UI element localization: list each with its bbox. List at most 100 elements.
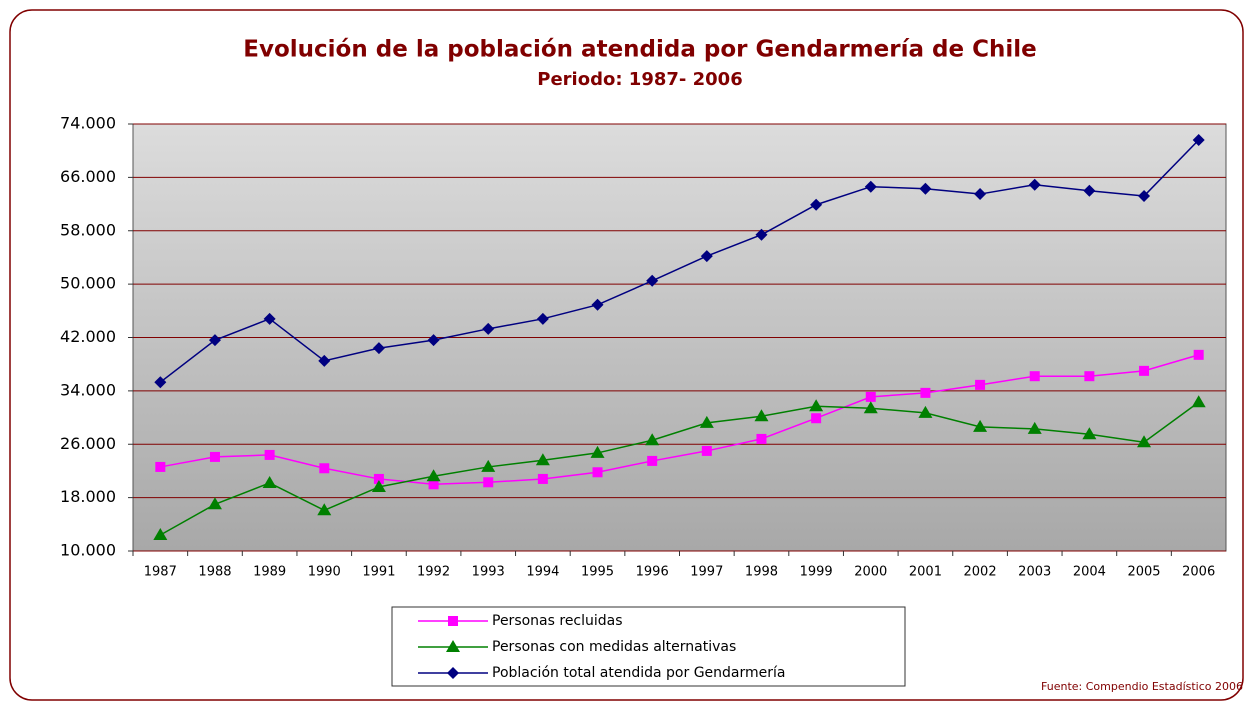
data-point (701, 445, 712, 456)
data-point (1191, 395, 1206, 408)
x-tick-label: 1987 (144, 565, 177, 580)
y-tick-label: 34.000 (60, 380, 116, 399)
y-tick-label: 18.000 (60, 487, 116, 506)
data-point (371, 479, 386, 492)
data-point (863, 401, 878, 414)
data-point (537, 473, 548, 484)
chart-title: Evolución de la población atendida por G… (243, 37, 1036, 63)
legend-label: Población total atendida por Gendarmería (492, 665, 786, 681)
data-point (865, 391, 876, 402)
legend-label: Personas recluidas (492, 613, 623, 629)
data-point (1084, 371, 1095, 382)
data-point (535, 453, 550, 466)
y-tick-label: 42.000 (60, 327, 116, 346)
x-tick-label: 2001 (909, 565, 942, 580)
data-point (428, 479, 439, 490)
series-line (159, 139, 1200, 383)
series-line (160, 354, 1199, 486)
legend-marker (447, 667, 459, 679)
data-point (1029, 371, 1040, 382)
data-point (319, 463, 330, 474)
data-point (262, 475, 277, 488)
data-point (918, 405, 933, 418)
data-point (590, 445, 605, 458)
y-tick-label: 50.000 (60, 274, 116, 293)
x-tick-label: 2002 (964, 565, 997, 580)
data-point (919, 182, 932, 195)
series-line (159, 401, 1200, 536)
x-tick-label: 2006 (1182, 565, 1215, 580)
data-point (1083, 184, 1096, 197)
data-point (209, 451, 220, 462)
data-point (810, 198, 823, 211)
data-point (1028, 178, 1041, 191)
x-tick-label: 2000 (854, 565, 887, 580)
x-tick-label: 1989 (253, 565, 286, 580)
data-point (427, 334, 440, 347)
data-point (207, 497, 222, 510)
data-point (426, 469, 441, 482)
x-tick-label: 1998 (745, 565, 778, 580)
data-point (1139, 365, 1150, 376)
data-point (700, 250, 713, 263)
x-tick-label: 2004 (1073, 565, 1106, 580)
data-point (973, 419, 988, 432)
data-point (756, 433, 767, 444)
x-tick-label: 1994 (526, 565, 559, 580)
data-point (591, 298, 604, 311)
data-point (645, 433, 660, 446)
x-tick-label: 1992 (417, 565, 450, 580)
legend-label: Personas con medidas alternativas (492, 639, 736, 655)
data-point (1138, 190, 1151, 203)
source-note: Fuente: Compendio Estadístico 2006 (1041, 680, 1243, 693)
y-tick-label: 10.000 (60, 541, 116, 560)
data-point (920, 387, 931, 398)
data-point (481, 459, 496, 472)
legend-marker (448, 616, 458, 626)
data-point (1193, 349, 1204, 360)
data-point (1027, 421, 1042, 434)
data-point (154, 376, 167, 389)
data-point (536, 312, 549, 325)
y-tick-label: 74.000 (60, 114, 116, 133)
data-point (647, 455, 658, 466)
data-point (975, 379, 986, 390)
data-point (483, 477, 494, 488)
y-tick-label: 58.000 (60, 220, 116, 239)
data-point (372, 342, 385, 355)
data-point (153, 527, 168, 540)
x-tick-label: 2003 (1018, 565, 1051, 580)
x-tick-label: 1996 (636, 565, 669, 580)
data-point (1137, 435, 1152, 448)
y-tick-label: 66.000 (60, 167, 116, 186)
legend-marker (446, 640, 460, 652)
x-tick-label: 1991 (362, 565, 395, 580)
data-point (482, 322, 495, 335)
data-point (755, 228, 768, 241)
data-point (1082, 427, 1097, 440)
data-point (864, 180, 877, 193)
data-point (373, 473, 384, 484)
x-tick-label: 1993 (472, 565, 505, 580)
chart-subtitle: Periodo: 1987- 2006 (537, 69, 742, 90)
data-point (811, 413, 822, 424)
x-tick-label: 1990 (308, 565, 341, 580)
x-tick-label: 1999 (800, 565, 833, 580)
data-point (155, 461, 166, 472)
data-point (317, 503, 332, 516)
data-point (1192, 134, 1205, 147)
data-point (318, 354, 331, 367)
data-point (809, 399, 824, 412)
data-point (592, 467, 603, 478)
data-point (699, 415, 714, 428)
y-tick-label: 26.000 (60, 434, 116, 453)
x-tick-label: 1988 (198, 565, 231, 580)
data-point (974, 188, 987, 201)
x-tick-label: 2005 (1127, 565, 1160, 580)
data-point (646, 274, 659, 287)
data-point (208, 334, 221, 347)
data-point (264, 449, 275, 460)
x-tick-label: 1997 (690, 565, 723, 580)
